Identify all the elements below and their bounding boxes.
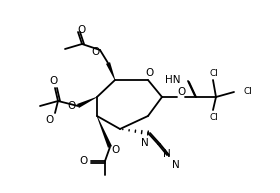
Text: O: O <box>78 25 86 35</box>
Text: O: O <box>145 68 153 78</box>
Text: Cl: Cl <box>209 113 218 123</box>
Text: Cl: Cl <box>209 69 218 78</box>
Polygon shape <box>77 97 97 108</box>
Text: O: O <box>50 76 58 86</box>
Text: O: O <box>45 115 53 125</box>
Text: O: O <box>68 101 76 111</box>
Text: O: O <box>79 156 87 166</box>
Text: HN: HN <box>165 75 181 85</box>
Text: O: O <box>91 47 99 57</box>
Polygon shape <box>106 62 115 80</box>
Text: N: N <box>172 160 180 170</box>
Text: Cl: Cl <box>244 87 253 96</box>
Text: N: N <box>163 149 171 159</box>
Polygon shape <box>97 116 112 148</box>
Text: O: O <box>112 145 120 155</box>
Text: N: N <box>141 138 149 148</box>
Text: O: O <box>177 87 185 97</box>
